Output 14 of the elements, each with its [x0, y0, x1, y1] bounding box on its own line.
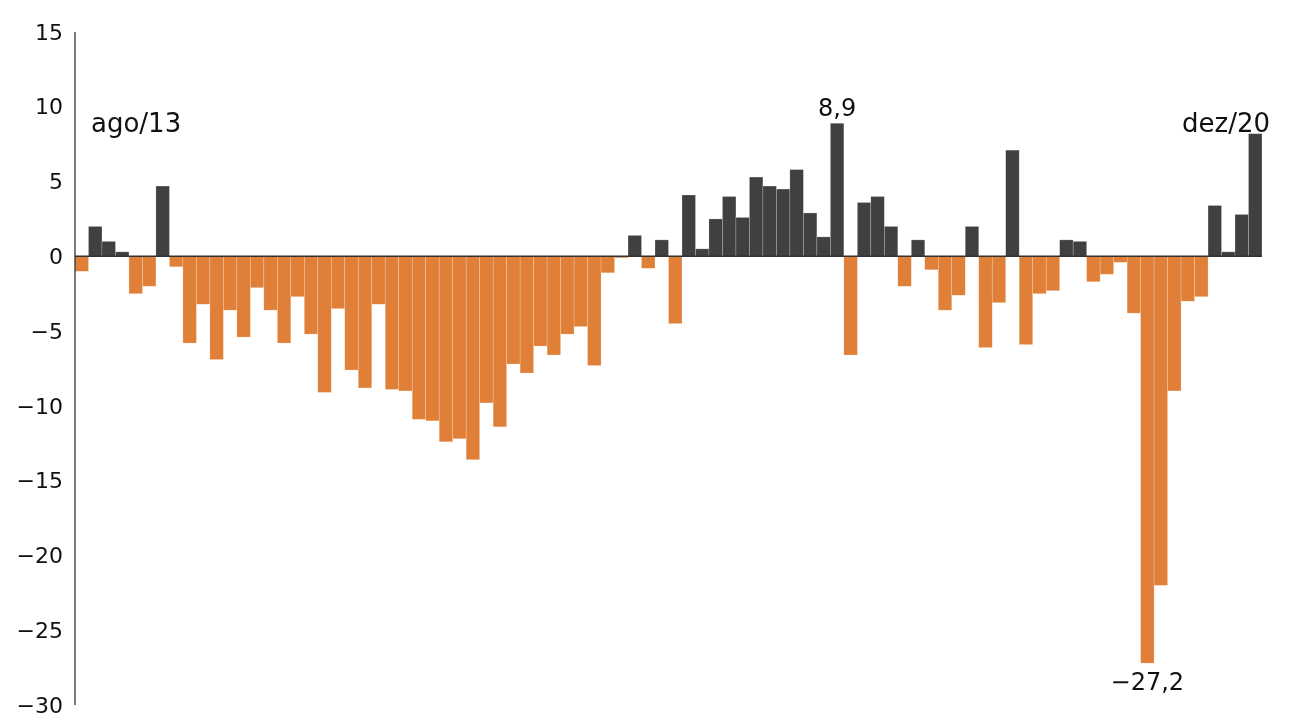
annotation: dez/20: [1182, 108, 1270, 138]
y-tick-label: −25: [16, 617, 63, 643]
y-tick-label: 5: [49, 169, 63, 195]
y-tick-label: 0: [49, 244, 63, 270]
y-tick-label: 10: [35, 94, 63, 120]
data-label: −27,2: [1110, 667, 1185, 696]
y-tick-label: −20: [16, 543, 63, 569]
data-label: 8,9: [818, 93, 857, 122]
annotation: ago/13: [91, 108, 182, 138]
y-tick-label: −30: [16, 692, 63, 717]
y-tick-label: −5: [30, 318, 63, 344]
y-tick-label: −10: [16, 393, 63, 419]
y-tick-label: −15: [16, 468, 63, 494]
y-tick-label: 15: [35, 19, 63, 45]
